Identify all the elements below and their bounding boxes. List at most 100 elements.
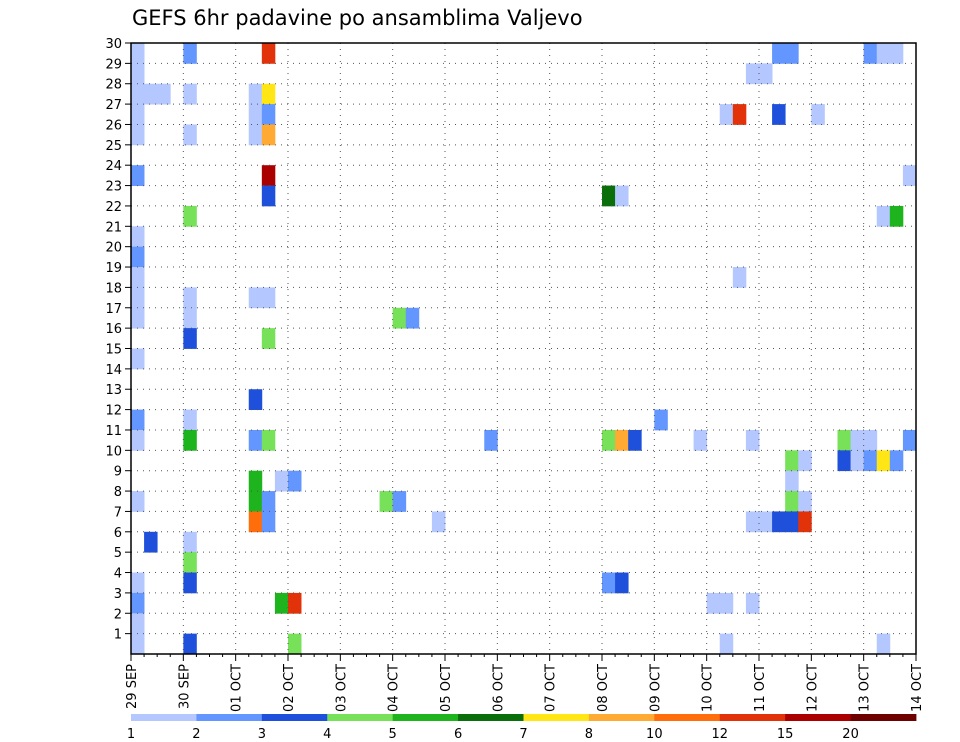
y-tick-label: 9 <box>114 465 122 480</box>
heatmap-cell <box>484 429 498 451</box>
x-tick-label: 13 OCT <box>858 664 873 712</box>
heatmap-cell <box>772 104 786 125</box>
heatmap-cell <box>288 592 302 614</box>
y-tick-label: 13 <box>105 383 122 398</box>
heatmap-cell <box>876 205 891 227</box>
heatmap-cell <box>131 348 145 370</box>
heatmap-cell <box>602 572 616 594</box>
x-tick-label: 04 OCT <box>387 664 402 712</box>
colorbar-swatch <box>523 714 590 721</box>
y-tick-label: 1 <box>114 628 122 643</box>
heatmap-cell <box>732 267 747 288</box>
heatmap-cell <box>274 470 289 492</box>
y-tick-label: 14 <box>105 363 122 378</box>
y-tick-label: 20 <box>105 241 122 256</box>
heatmap-cell <box>131 287 145 309</box>
colorbar-swatch <box>719 714 786 721</box>
heatmap-cell <box>379 491 394 512</box>
heatmap-cell <box>772 511 786 533</box>
heatmap-cell <box>654 409 668 431</box>
heatmap-cell <box>785 450 799 472</box>
heatmap-cell <box>248 491 263 512</box>
y-tick-label: 7 <box>114 505 122 520</box>
heatmap-cell <box>261 124 276 146</box>
colorbar-label: 2 <box>192 727 200 742</box>
heatmap-cell <box>261 287 276 309</box>
y-tick-label: 26 <box>105 118 122 133</box>
heatmap-cell <box>785 470 799 492</box>
colorbar-swatch <box>458 714 524 721</box>
colorbar-label: 20 <box>842 727 859 742</box>
heatmap-cell <box>615 572 629 594</box>
heatmap-cell <box>837 429 851 451</box>
heatmap-cell <box>261 185 276 207</box>
y-tick-label: 19 <box>105 261 122 276</box>
heatmap-cell <box>392 307 407 329</box>
colorbar-swatch <box>785 714 851 721</box>
colorbar-swatch <box>196 714 263 721</box>
colorbar-swatch <box>588 714 655 721</box>
y-tick-label: 2 <box>114 607 122 622</box>
heatmap-cell <box>889 450 904 472</box>
colorbar-label: 1 <box>127 727 135 742</box>
heatmap-cell <box>131 429 145 451</box>
heatmap-cell <box>798 450 812 472</box>
heatmap-cell <box>732 104 747 125</box>
heatmap-cell <box>144 83 158 105</box>
x-tick-label: 05 OCT <box>439 664 454 712</box>
heatmap-cell <box>863 450 878 472</box>
heatmap-cell <box>131 633 145 655</box>
x-tick-label: 01 OCT <box>230 664 245 712</box>
heatmap-cell <box>798 491 812 512</box>
colorbar-label: 10 <box>646 727 663 742</box>
heatmap-cell <box>261 83 276 105</box>
heatmap-cell <box>785 491 799 512</box>
heatmap-cell <box>183 572 197 594</box>
heatmap-cell <box>759 63 773 85</box>
heatmap-cell <box>183 307 197 329</box>
colorbar-swatch <box>392 714 459 721</box>
heatmap-cell <box>798 511 812 533</box>
heatmap-cell <box>261 328 276 349</box>
y-tick-label: 30 <box>105 37 122 52</box>
colorbar-swatch <box>654 714 721 721</box>
heatmap-cell <box>745 592 760 614</box>
heatmap-cell <box>261 104 276 125</box>
heatmap-cell <box>615 429 629 451</box>
heatmap-cell <box>248 511 263 533</box>
x-tick-label: 08 OCT <box>596 664 611 712</box>
colorbar-label: 4 <box>323 727 331 742</box>
heatmap-cell <box>248 470 263 492</box>
colorbar-swatch <box>327 714 394 721</box>
heatmap-cell <box>131 307 145 329</box>
y-tick-label: 23 <box>105 180 122 195</box>
heatmap-cell <box>183 83 197 105</box>
heatmap-cell <box>131 124 145 146</box>
x-tick-label: 29 SEP <box>125 664 140 709</box>
y-tick-label: 5 <box>114 546 122 561</box>
heatmap-cell <box>261 511 276 533</box>
heatmap-cell <box>183 43 197 64</box>
y-tick-label: 6 <box>114 526 122 541</box>
heatmap-cell <box>261 429 276 451</box>
y-tick-label: 29 <box>105 57 122 72</box>
heatmap-cell <box>131 572 145 594</box>
y-tick-label: 25 <box>105 139 122 154</box>
heatmap-cell <box>602 185 616 207</box>
heatmap-cell <box>183 633 197 655</box>
y-tick-label: 15 <box>105 343 122 358</box>
y-tick-label: 16 <box>105 322 122 337</box>
heatmap-cell <box>745 511 760 533</box>
heatmap-cell <box>602 429 616 451</box>
heatmap-cell <box>261 43 276 64</box>
heatmap-cell <box>837 450 851 472</box>
colorbar-swatch <box>850 714 917 721</box>
heatmap-cell <box>183 552 197 573</box>
colorbar-swatch <box>261 714 328 721</box>
heatmap-cell <box>811 104 825 125</box>
heatmap-cell <box>248 429 263 451</box>
x-tick-label: 10 OCT <box>701 664 716 712</box>
heatmap-cell <box>288 633 302 655</box>
heatmap-cell <box>131 409 145 431</box>
